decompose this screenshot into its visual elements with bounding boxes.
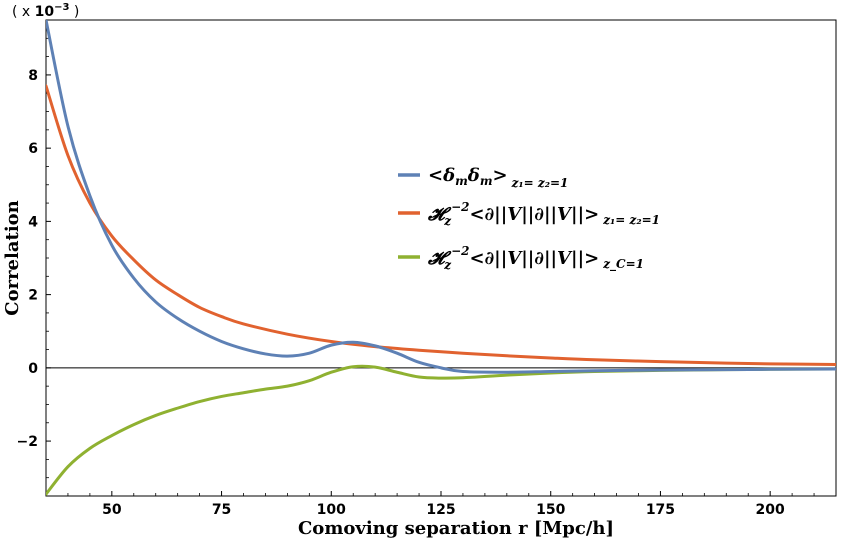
y-tick-label: 6 — [28, 141, 38, 157]
y-tick-label: 4 — [28, 214, 38, 230]
series-line-vv-equal — [46, 84, 836, 367]
x-tick-label: 50 — [102, 502, 122, 518]
x-tick-label: 175 — [646, 502, 675, 518]
scale-note: ( x 10−3 ) — [12, 2, 79, 20]
legend: <δmδm> z₁= z₂=1 𝓗z−2<∂||V||∂||V||> z₁= z₂=… — [398, 165, 660, 272]
legend-sub: m — [480, 174, 493, 188]
legend-label-delta-delta: <δmδm> z₁= z₂=1 — [428, 165, 568, 190]
series-line-vv-center — [46, 364, 836, 496]
legend-mid: δ — [467, 165, 480, 186]
legend-end: <∂||V||∂||V||> — [469, 204, 599, 225]
legend-entry-vv-equal: 𝓗z−2<∂||V||∂||V||> z₁= z₂=1 — [398, 200, 660, 228]
legend-sub: z — [443, 258, 452, 272]
legend-entry-delta-delta: <δmδm> z₁= z₂=1 — [398, 165, 568, 190]
legend-end: > — [493, 165, 508, 186]
legend-label-vv-center: 𝓗z−2<∂||V||∂||V||> z_C=1 — [427, 244, 644, 272]
legend-cond: z_C=1 — [602, 257, 644, 272]
series-layer — [46, 20, 836, 496]
y-tick-label: 0 — [28, 361, 38, 377]
y-axis-ticks: −2 0 2 4 6 8 — [17, 19, 51, 497]
scale-note-power: 10 — [35, 4, 55, 20]
x-axis-ticks: 50 75 100 125 150 175 200 — [45, 491, 837, 518]
legend-main: <δ — [428, 165, 455, 186]
legend-sup: −2 — [451, 200, 469, 214]
legend-sup: −2 — [451, 244, 469, 258]
legend-cond: z₁= z₂=1 — [511, 176, 569, 190]
scale-note-exponent: −3 — [54, 2, 69, 13]
x-tick-label: 150 — [536, 502, 565, 518]
x-tick-label: 125 — [426, 502, 455, 518]
x-tick-label: 100 — [317, 502, 346, 518]
scale-note-suffix: ) — [69, 4, 79, 20]
legend-end: <∂||V||∂||V||> — [469, 248, 599, 269]
x-tick-label: 200 — [756, 502, 785, 518]
legend-label-vv-equal: 𝓗z−2<∂||V||∂||V||> z₁= z₂=1 — [427, 200, 660, 228]
series-line-delta-delta — [46, 20, 836, 374]
legend-sub: z — [443, 214, 452, 228]
x-tick-label: 75 — [212, 502, 231, 518]
legend-cond: z₁= z₂=1 — [602, 213, 660, 227]
scale-note-prefix: ( x — [12, 4, 35, 20]
legend-sub: m — [455, 174, 468, 188]
y-tick-label: 8 — [28, 68, 38, 84]
y-tick-label: −2 — [17, 434, 38, 450]
y-tick-label: 2 — [28, 288, 38, 304]
legend-entry-vv-center: 𝓗z−2<∂||V||∂||V||> z_C=1 — [398, 244, 644, 272]
x-axis-title: Comoving separation r [Mpc/h] — [298, 518, 614, 539]
y-axis-title: Correlation — [2, 200, 23, 316]
